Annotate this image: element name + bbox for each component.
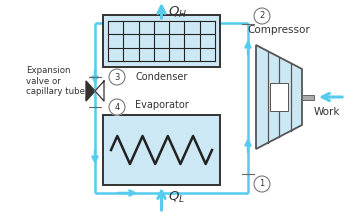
Text: $Q_H$: $Q_H$ [168, 5, 187, 20]
Circle shape [254, 176, 270, 192]
Text: 2: 2 [259, 11, 265, 20]
Polygon shape [256, 45, 302, 149]
Circle shape [109, 69, 125, 85]
Text: 1: 1 [259, 180, 265, 189]
Bar [103, 115, 220, 185]
Text: Compressor: Compressor [248, 25, 310, 35]
Polygon shape [86, 81, 95, 101]
Bar [103, 15, 220, 67]
Bar [302, 95, 314, 100]
Text: Expansion
valve or
capillary tube: Expansion valve or capillary tube [26, 66, 85, 96]
Text: 4: 4 [114, 103, 120, 112]
Text: Condenser: Condenser [135, 72, 188, 82]
Text: $Q_L$: $Q_L$ [168, 190, 184, 205]
Text: 3: 3 [114, 72, 120, 81]
Text: Work: Work [314, 107, 340, 117]
Polygon shape [95, 81, 104, 101]
Circle shape [254, 8, 270, 24]
Text: Evaporator: Evaporator [135, 100, 188, 110]
Bar [270, 83, 288, 111]
Circle shape [109, 99, 125, 115]
